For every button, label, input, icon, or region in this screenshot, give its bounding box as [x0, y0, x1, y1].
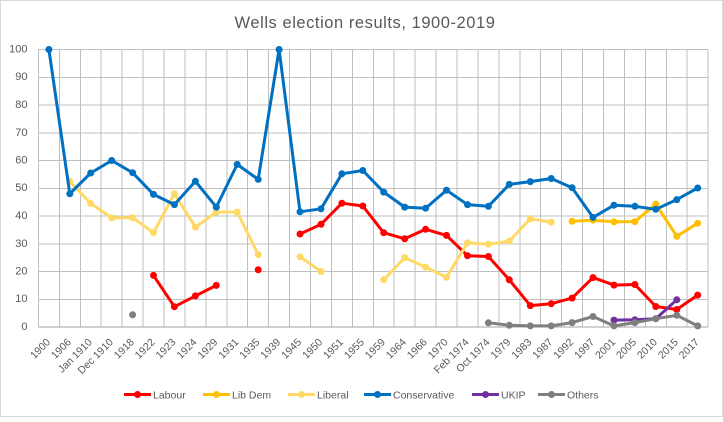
svg-text:Conservative: Conservative	[393, 389, 454, 401]
svg-text:Others: Others	[567, 389, 599, 401]
svg-text:20: 20	[15, 266, 27, 278]
svg-text:Liberal: Liberal	[317, 389, 349, 401]
svg-text:100: 100	[9, 44, 27, 56]
svg-text:Labour: Labour	[153, 389, 186, 401]
svg-text:Lib Dem: Lib Dem	[232, 389, 271, 401]
svg-text:60: 60	[15, 155, 27, 167]
svg-text:40: 40	[15, 210, 27, 222]
svg-text:0: 0	[21, 321, 27, 333]
svg-text:10: 10	[15, 293, 27, 305]
svg-text:UKIP: UKIP	[501, 389, 526, 401]
svg-text:Wells election results, 1900-2: Wells election results, 1900-2019	[235, 14, 496, 32]
svg-text:90: 90	[15, 71, 27, 83]
svg-text:80: 80	[15, 99, 27, 111]
svg-text:50: 50	[15, 182, 27, 194]
svg-text:30: 30	[15, 238, 27, 250]
svg-text:70: 70	[15, 127, 27, 139]
